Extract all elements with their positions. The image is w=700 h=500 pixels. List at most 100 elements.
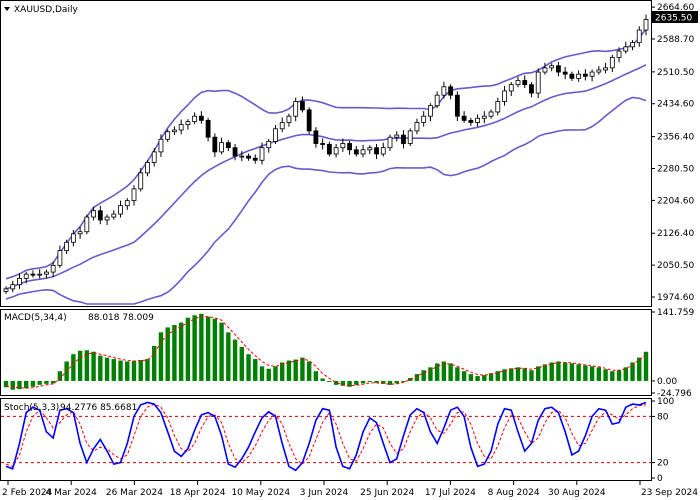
macd-bar (441, 361, 447, 381)
candle-body (252, 157, 258, 161)
macd-bar (562, 362, 568, 381)
candle-body (468, 119, 474, 123)
macd-bar (367, 380, 372, 382)
candle-body (603, 67, 608, 71)
candle-body (30, 273, 36, 276)
candle-body (623, 46, 629, 52)
price-tick-label: 2588.70 (657, 35, 694, 45)
candle-body (306, 109, 312, 132)
price-tick-label: 2050.50 (657, 261, 694, 271)
stoch-y-axis: 100 80 20 0 (651, 397, 674, 484)
candle-body (286, 115, 292, 123)
macd-bar (340, 380, 346, 386)
candle-body (360, 149, 366, 155)
price-tick-label: 1974.60 (657, 293, 694, 303)
macd-bar (306, 361, 312, 381)
candle-body (556, 65, 561, 73)
macd-bar (178, 322, 184, 381)
candle-body (104, 216, 110, 221)
candle-body (562, 71, 568, 75)
macd-bar (522, 368, 527, 381)
price-tick-label: 2664.60 (657, 3, 694, 13)
macd-histogram (3, 313, 649, 390)
macd-bar (502, 369, 507, 381)
macd-bar (152, 345, 157, 381)
x-tick-label: 8 Aug 2024 (488, 488, 540, 498)
macd-bar (253, 359, 258, 381)
macd-bar (192, 315, 197, 381)
macd-bar (172, 325, 177, 381)
macd-bar (616, 370, 622, 381)
macd-bar (515, 367, 521, 381)
macd-bar (104, 357, 110, 381)
candle-body (542, 67, 548, 73)
macd-bar (401, 380, 406, 382)
x-tick-label: 2 Feb 2024 (2, 488, 53, 498)
macd-bar (468, 374, 474, 381)
x-tick-label: 23 Sep 2024 (641, 488, 698, 498)
macd-bar (77, 350, 83, 381)
candle-body (138, 172, 144, 190)
price-tick-label: 2356.40 (657, 133, 694, 143)
candle-body (347, 143, 352, 151)
macd-bar (394, 380, 399, 384)
macd-panel-frame (0, 309, 652, 396)
dropdown-triangle-icon[interactable] (4, 7, 10, 11)
x-tick-label: 25 Jun 2024 (360, 488, 414, 498)
candle-body (3, 288, 9, 292)
macd-bar (266, 368, 271, 381)
candle-body (428, 105, 433, 117)
macd-bar (414, 374, 420, 381)
candle-body (636, 29, 642, 44)
macd-bar (381, 380, 386, 384)
macd-bar (630, 362, 635, 381)
candle-body (97, 210, 103, 221)
candle-body (266, 140, 272, 149)
macd-bar (589, 366, 595, 381)
macd-bar (549, 362, 554, 381)
macd-bar (212, 318, 218, 381)
candle-body (508, 84, 514, 92)
candle-body (454, 94, 460, 117)
candle-body (84, 216, 90, 233)
candle-body (609, 56, 615, 69)
macd-bar (475, 376, 480, 381)
candle-body (219, 142, 224, 153)
candle-body (145, 162, 150, 174)
candle-body (461, 115, 467, 121)
macd-bar (118, 360, 123, 381)
candle-body (192, 115, 198, 123)
candle-body (589, 71, 595, 77)
macd-bar (10, 380, 15, 390)
stoch-levels (1, 415, 651, 464)
candle-body (488, 111, 494, 117)
macd-bar (610, 371, 615, 381)
stoch-tick-label: 100 (657, 397, 674, 407)
macd-bar (576, 364, 581, 381)
candle-body (239, 155, 245, 158)
x-tick-label: 17 Jul 2024 (425, 488, 476, 498)
macd-bar (509, 368, 514, 381)
macd-bar (131, 361, 137, 381)
macd-bar (91, 351, 96, 381)
macd-bar (596, 367, 602, 381)
macd-bar (360, 380, 366, 384)
candle-body (165, 131, 171, 140)
candle-body (340, 143, 346, 149)
stoch-tick-label: 0 (657, 474, 663, 484)
macd-bar (3, 380, 9, 388)
candle-body (37, 273, 43, 276)
candle-body (502, 90, 507, 102)
candle-body (118, 205, 123, 215)
price-tick-label: 2510.50 (657, 68, 694, 78)
macd-values: 88.018 78.009 (88, 313, 154, 323)
price-y-axis: 2664.60 2588.70 2510.50 2434.60 2356.40 2280.… (651, 3, 694, 303)
macd-bar (286, 360, 292, 381)
macd-bar (482, 375, 487, 381)
macd-bar (30, 380, 36, 387)
macd-bar (280, 362, 285, 381)
candle-body (401, 134, 406, 144)
macd-bar (84, 350, 90, 381)
macd-bar (145, 359, 150, 381)
candle-body (320, 143, 326, 145)
